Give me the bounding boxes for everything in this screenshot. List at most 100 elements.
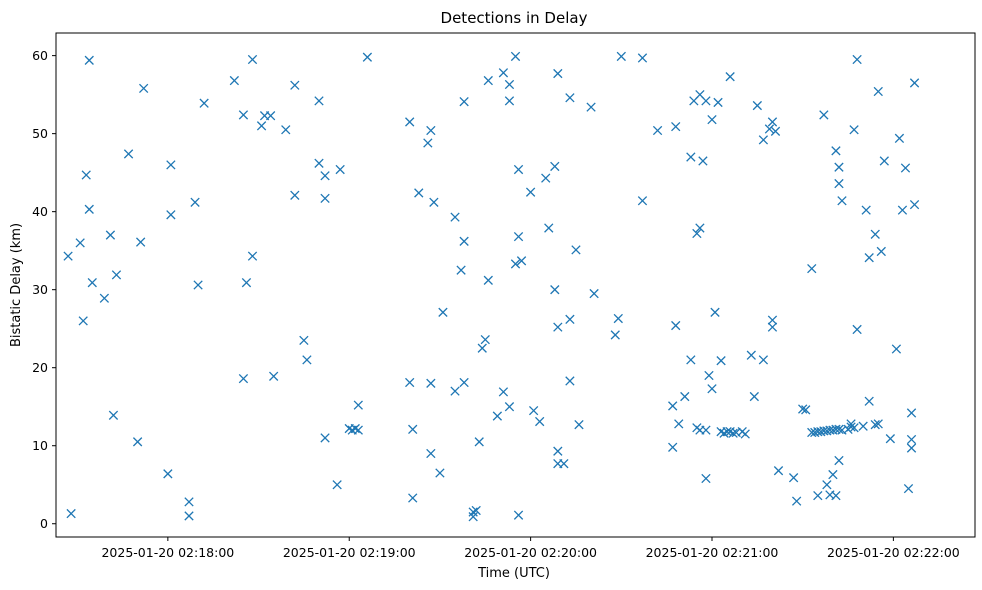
data-point xyxy=(108,410,119,420)
data-point xyxy=(332,480,342,490)
data-point xyxy=(504,402,515,412)
data-point xyxy=(241,277,252,288)
data-point xyxy=(105,230,116,240)
data-point xyxy=(834,162,844,172)
data-point xyxy=(831,490,841,501)
data-point xyxy=(906,434,917,445)
data-point xyxy=(353,400,363,410)
data-point xyxy=(773,466,784,476)
data-point xyxy=(290,80,300,90)
data-point xyxy=(589,288,599,299)
data-point xyxy=(314,96,324,106)
data-point xyxy=(710,307,720,317)
data-point xyxy=(498,387,509,397)
data-point xyxy=(123,149,134,159)
data-point xyxy=(166,210,176,220)
data-point xyxy=(767,315,778,325)
data-point xyxy=(758,355,769,365)
data-point xyxy=(668,401,678,411)
data-point xyxy=(701,473,711,484)
data-point xyxy=(722,427,732,437)
data-point xyxy=(870,419,880,430)
x-tick-label: 2025-01-20 02:22:00 xyxy=(827,545,960,560)
data-point xyxy=(891,344,902,354)
data-point xyxy=(610,330,620,340)
data-point xyxy=(692,228,702,239)
x-axis: 2025-01-20 02:18:00 2025-01-20 02:19:00 20… xyxy=(101,537,960,560)
data-point xyxy=(849,125,859,135)
data-point xyxy=(247,54,258,65)
data-point xyxy=(767,322,778,332)
data-point xyxy=(184,497,194,507)
data-point xyxy=(637,196,648,206)
data-point xyxy=(408,424,418,434)
data-point xyxy=(468,507,478,517)
data-point xyxy=(528,405,539,416)
y-tick-label: 30 xyxy=(32,282,48,297)
y-tick-label: 50 xyxy=(32,126,48,141)
data-point xyxy=(190,197,200,207)
data-point xyxy=(807,263,817,274)
data-point xyxy=(553,68,563,79)
data-point xyxy=(846,422,856,432)
data-point xyxy=(861,205,871,215)
data-point xyxy=(265,111,276,121)
y-tick-label: 20 xyxy=(32,360,48,375)
data-point xyxy=(193,280,203,290)
data-point xyxy=(819,110,829,120)
data-point xyxy=(586,102,596,112)
data-point xyxy=(616,51,626,62)
x-axis-label: Time (UTC) xyxy=(477,566,550,581)
data-point xyxy=(320,433,330,443)
data-point xyxy=(788,473,799,483)
data-point xyxy=(553,446,563,456)
data-point xyxy=(268,371,279,381)
data-point xyxy=(674,419,684,429)
y-tick-label: 40 xyxy=(32,204,48,219)
data-point xyxy=(510,51,521,62)
data-point xyxy=(701,425,711,435)
data-point xyxy=(828,469,838,480)
data-point xyxy=(798,404,808,414)
data-point xyxy=(450,212,460,222)
data-points xyxy=(63,51,920,522)
x-tick-label: 2025-01-20 02:21:00 xyxy=(646,545,779,560)
data-point xyxy=(408,493,418,503)
data-point xyxy=(906,443,917,453)
data-point xyxy=(84,55,94,65)
data-point xyxy=(163,469,173,479)
data-point xyxy=(553,322,563,332)
data-point xyxy=(63,251,73,261)
data-point xyxy=(81,170,91,180)
data-point xyxy=(671,121,681,132)
data-point xyxy=(574,419,584,430)
data-point xyxy=(450,386,460,396)
data-point xyxy=(459,377,469,388)
data-point xyxy=(909,199,920,210)
data-point xyxy=(335,164,345,175)
data-point xyxy=(728,428,738,438)
data-point xyxy=(906,408,917,418)
data-point xyxy=(229,75,240,86)
data-point xyxy=(834,455,844,466)
data-point xyxy=(897,205,908,215)
x-tick-label: 2025-01-20 02:19:00 xyxy=(283,545,416,560)
data-point xyxy=(704,370,714,381)
data-point xyxy=(671,320,681,331)
data-point xyxy=(680,391,690,402)
data-point xyxy=(822,480,832,490)
data-point xyxy=(510,259,521,269)
data-point xyxy=(429,197,439,207)
data-point xyxy=(686,152,696,162)
data-point xyxy=(879,156,889,166)
data-point xyxy=(302,355,312,365)
data-point xyxy=(480,334,490,345)
data-point xyxy=(565,376,575,386)
data-point xyxy=(876,246,886,257)
y-axis-label: Bistatic Delay (km) xyxy=(9,223,24,347)
data-point xyxy=(903,483,914,494)
data-point xyxy=(698,156,708,166)
data-point xyxy=(66,508,76,519)
